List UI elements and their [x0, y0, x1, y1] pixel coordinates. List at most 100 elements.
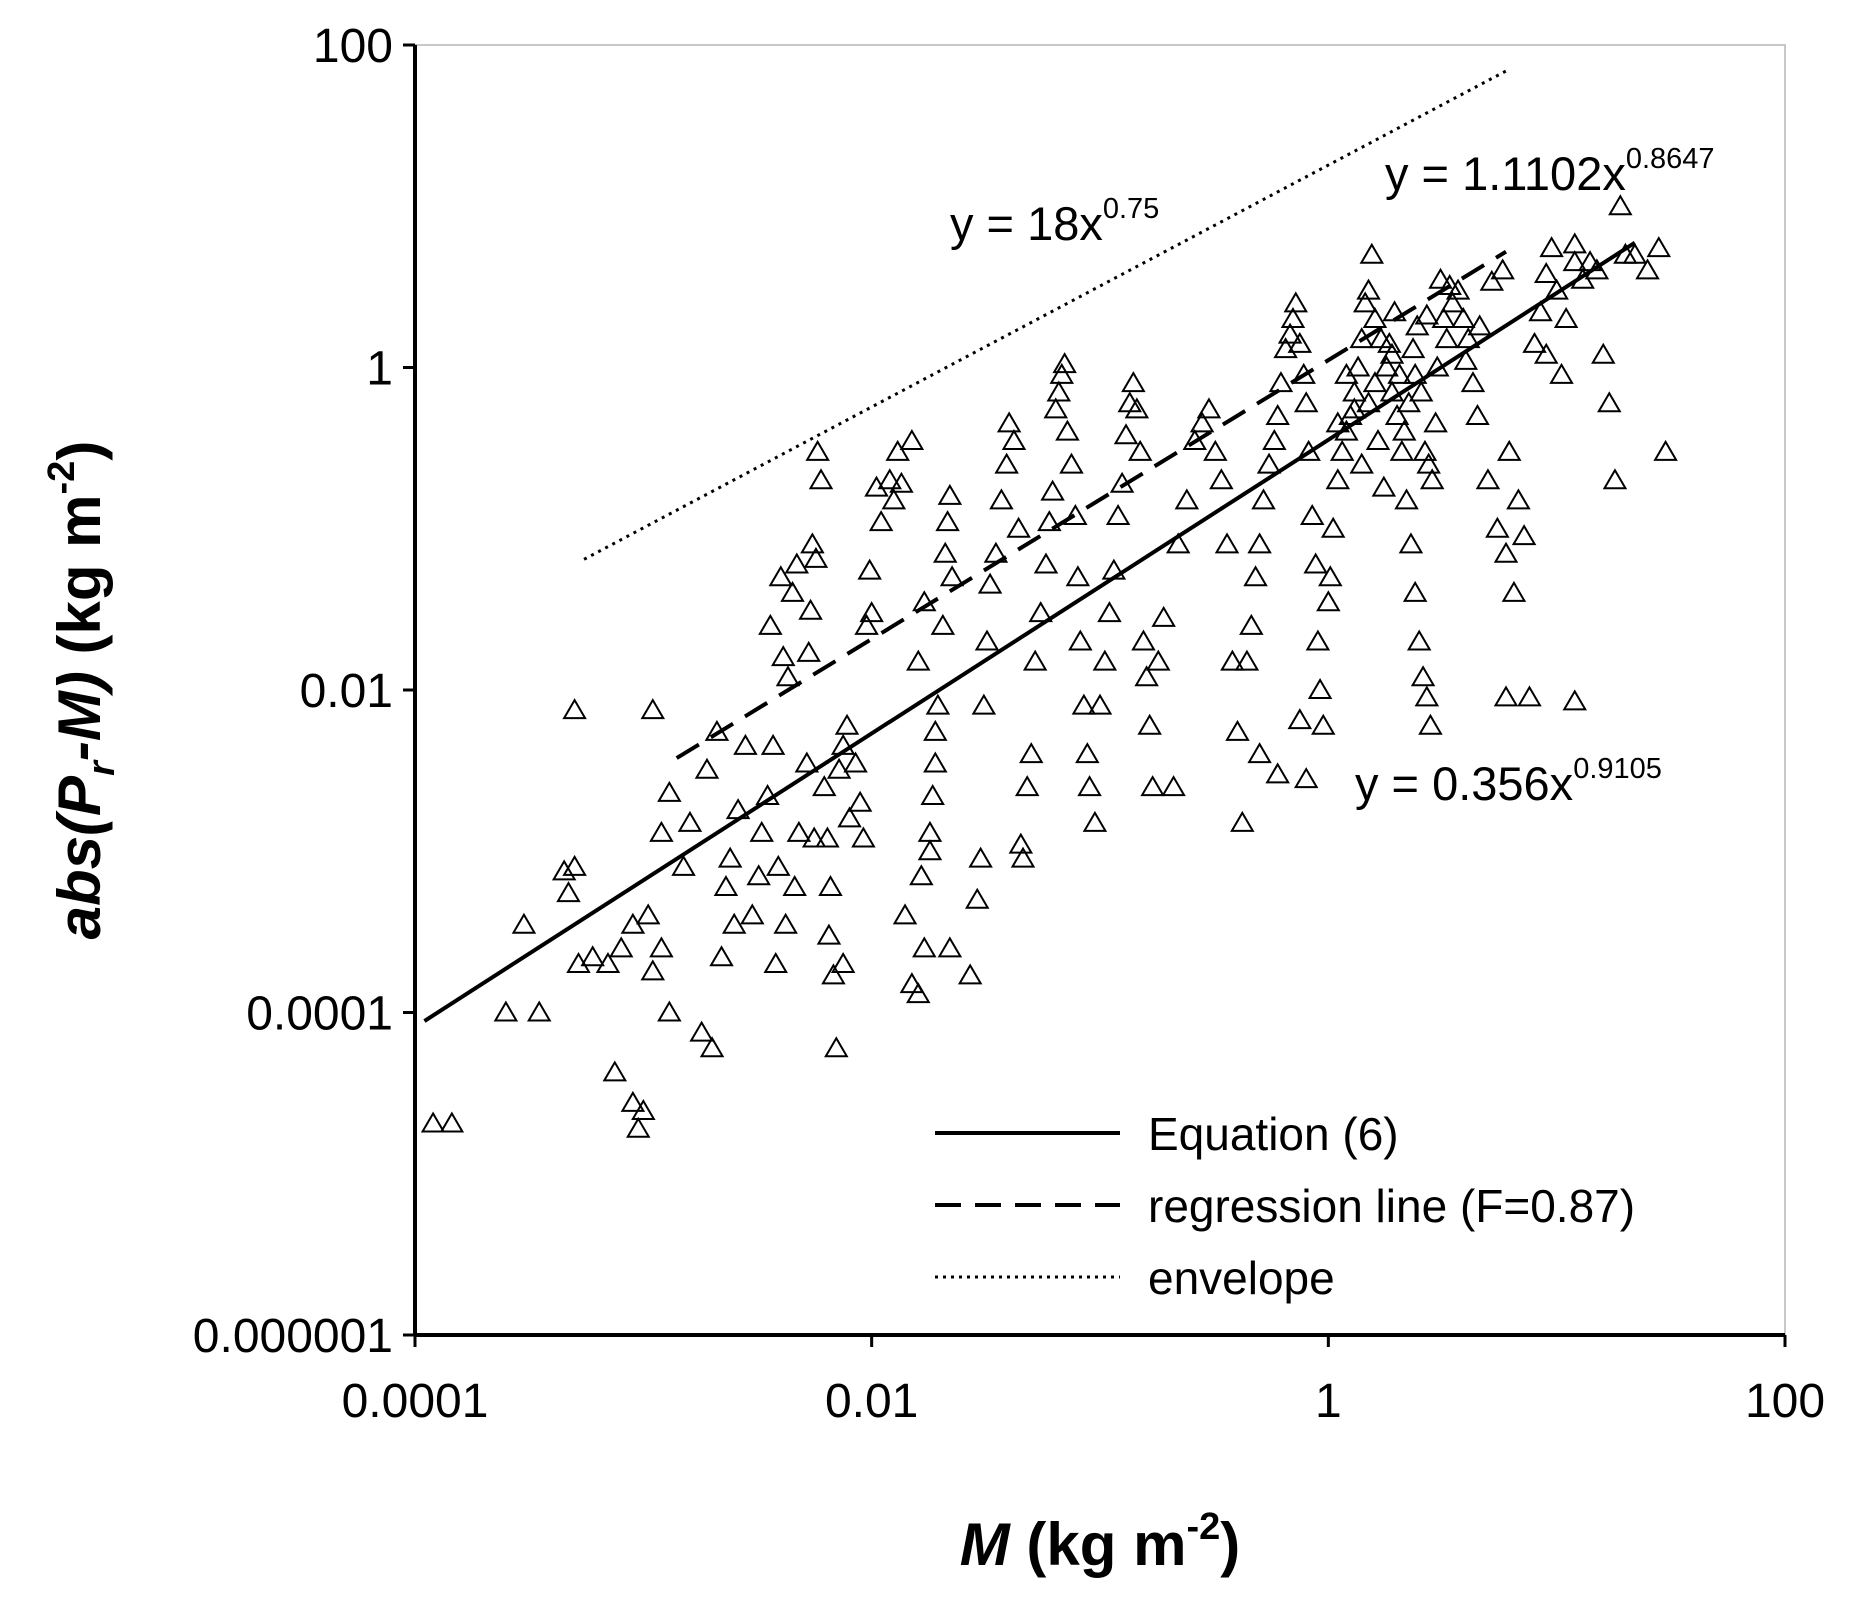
fit-line-solid — [423, 241, 1636, 1023]
data-point — [1262, 429, 1287, 451]
data-point — [805, 439, 830, 461]
data-point — [925, 693, 951, 715]
data-point — [1299, 503, 1325, 525]
data-point — [439, 1111, 465, 1133]
data-point — [917, 820, 943, 842]
data-point — [717, 846, 743, 868]
data-point — [1602, 468, 1628, 490]
data-point — [1653, 439, 1678, 461]
x-tick-label: 0.01 — [825, 1375, 918, 1428]
data-point — [808, 468, 834, 490]
data-point — [1437, 274, 1462, 296]
data-point — [937, 936, 963, 958]
data-point — [1196, 397, 1222, 419]
legend-label-envelope: envelope — [1148, 1252, 1335, 1304]
data-point — [1230, 810, 1255, 832]
data-point — [889, 471, 914, 493]
data-point — [699, 1036, 725, 1058]
data-point — [974, 629, 1000, 651]
data-point — [1068, 629, 1093, 651]
data-point — [758, 613, 783, 635]
data-point — [1453, 348, 1479, 370]
data-point — [930, 613, 956, 635]
data-point — [1493, 541, 1519, 563]
data-point — [1140, 775, 1165, 797]
data-point — [649, 820, 674, 842]
data-point — [1305, 629, 1331, 651]
data-point — [1467, 314, 1492, 336]
data-point — [1121, 371, 1146, 393]
data-point — [1419, 468, 1445, 490]
data-point — [877, 468, 902, 490]
data-point — [800, 532, 825, 554]
data-point — [1511, 524, 1537, 546]
data-point — [1071, 693, 1097, 715]
data-point — [1043, 397, 1068, 419]
data-point — [864, 475, 889, 497]
data-point — [556, 881, 581, 903]
data-point — [1406, 629, 1432, 651]
data-point — [1549, 362, 1574, 384]
data-point — [1049, 362, 1074, 384]
data-point — [1460, 371, 1486, 393]
data-point — [775, 665, 801, 687]
data-point — [713, 875, 739, 897]
data-point — [917, 839, 943, 861]
equation-eq6: y = 0.356x0.9105 — [1355, 753, 1662, 810]
data-point — [1251, 488, 1276, 510]
data-point — [580, 945, 605, 967]
data-point — [1059, 452, 1084, 474]
data-point — [912, 936, 937, 958]
data-point — [1265, 404, 1290, 426]
data-point — [780, 580, 805, 602]
data-point — [1414, 303, 1440, 325]
data-point — [1506, 488, 1531, 510]
data-point — [562, 854, 587, 876]
data-point — [1522, 331, 1547, 353]
data-point — [1268, 371, 1294, 393]
data-point — [1379, 342, 1405, 364]
legend-label-equation-6: Equation (6) — [1148, 1108, 1399, 1160]
data-point — [1316, 590, 1341, 612]
data-point — [1591, 342, 1616, 364]
data-point — [935, 510, 960, 532]
data-point — [1063, 503, 1088, 525]
data-point — [771, 645, 796, 667]
data-point — [1234, 649, 1260, 671]
data-point — [899, 429, 925, 451]
x-tick-label: 100 — [1745, 1375, 1825, 1428]
data-point — [766, 854, 791, 876]
data-point — [843, 751, 868, 773]
data-point — [1352, 291, 1378, 313]
data-point — [989, 488, 1014, 510]
data-point — [1247, 742, 1272, 764]
data-point — [1493, 685, 1519, 707]
equation-regression: y = 1.1102x0.8647 — [1385, 143, 1715, 200]
data-point — [1055, 419, 1080, 441]
data-point — [420, 1111, 446, 1133]
data-point — [1635, 258, 1660, 280]
y-axis-title: abs(Pr-M) (kg m-2) — [41, 441, 123, 940]
data-point — [511, 912, 537, 934]
data-point — [1398, 532, 1424, 554]
data-point — [815, 826, 840, 848]
data-point — [1131, 629, 1156, 651]
data-point — [786, 820, 812, 842]
data-point — [1533, 262, 1559, 284]
data-point — [1151, 605, 1176, 627]
data-point — [1033, 552, 1059, 574]
data-point — [1562, 250, 1587, 272]
data-point — [1008, 832, 1034, 854]
legend-label-regression: regression line (F=0.87) — [1148, 1180, 1635, 1232]
data-point — [1349, 452, 1374, 474]
data-point — [1434, 327, 1459, 349]
data-point — [1404, 314, 1430, 336]
data-point — [608, 936, 634, 958]
data-point — [1345, 355, 1371, 377]
data-point — [493, 1000, 519, 1022]
data-point — [1146, 649, 1171, 671]
data-point — [939, 565, 965, 587]
scatter-points — [420, 194, 1678, 1138]
data-point — [965, 887, 990, 909]
data-point — [1539, 236, 1564, 258]
